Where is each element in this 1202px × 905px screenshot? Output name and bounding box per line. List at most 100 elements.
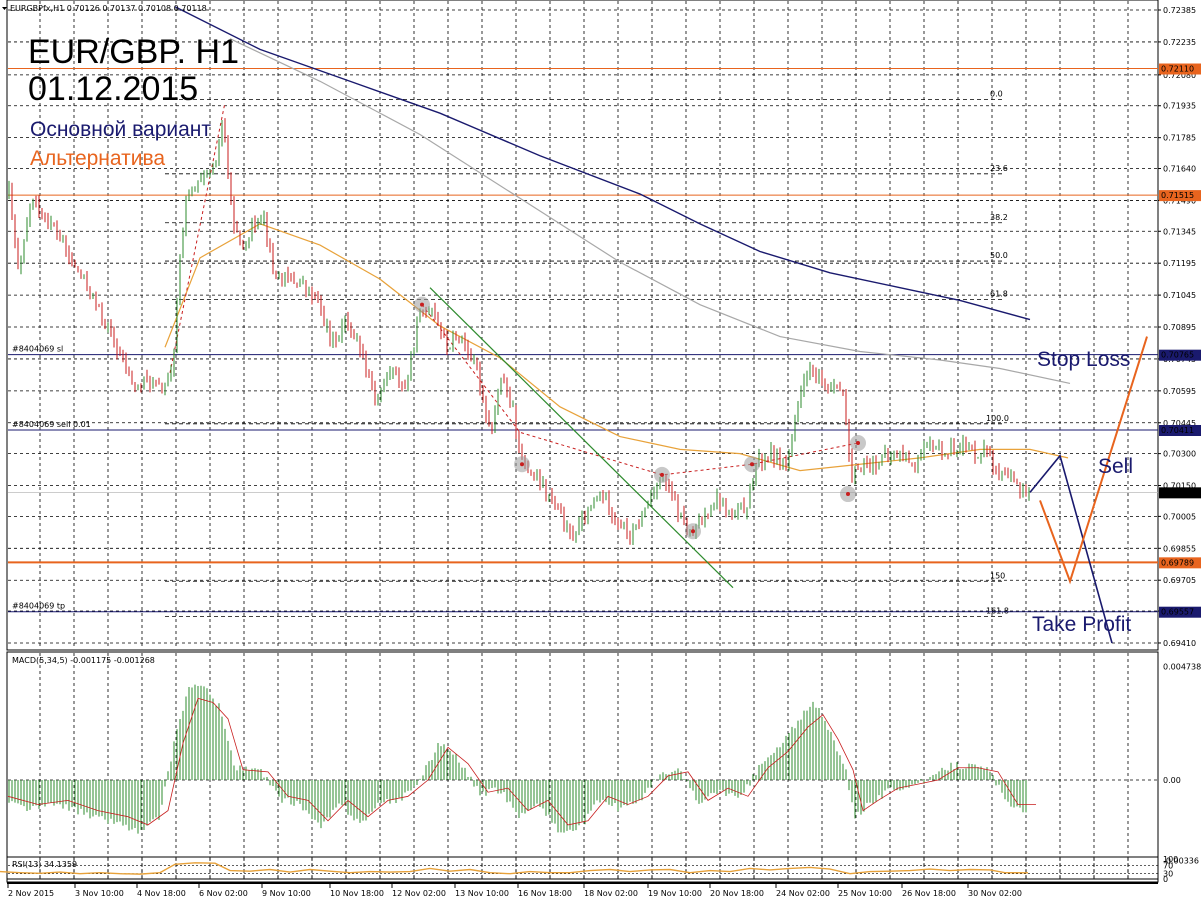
fib-label: 50.0: [990, 251, 1008, 260]
price-tick-label: 0.70445: [1163, 419, 1196, 428]
time-tick-label: 2 Nov 2015: [8, 889, 54, 898]
symbol-header: EURGBPfx,H1 0.70126 0.70137 0.70108 0.70…: [10, 4, 207, 13]
chart-title: EUR/GBP. H1: [28, 33, 239, 71]
order-line-label: #8404069 sell 0.01: [12, 420, 91, 429]
price-tick-label: 0.70150: [1163, 482, 1196, 491]
price-axis: 0.72385 0.72235 0.72080 0.71935 0.71785 0.716…: [1158, 6, 1201, 648]
macd-label: MACD(5,34,5) -0.001175 -0.001268: [12, 656, 155, 665]
rsi-tick-label: 0: [1163, 875, 1168, 884]
price-tick-label: 0.70005: [1163, 512, 1196, 521]
trade-marker-dot: [750, 462, 754, 467]
price-level-tag: [1159, 487, 1201, 499]
candlesticks: [8, 118, 1030, 546]
sell-label: Sell: [1098, 455, 1133, 478]
time-tick-label: 20 Nov 18:00: [710, 889, 764, 898]
time-tick-label: 12 Nov 02:00: [392, 889, 446, 898]
trade-marker-dot: [691, 529, 695, 534]
price-tick-label: 0.72080: [1163, 71, 1196, 80]
trend-red-dashed: [169, 102, 226, 373]
collapse-icon[interactable]: [2, 7, 7, 10]
ma-navy-line: [174, 6, 1031, 321]
price-level-tag: [1159, 425, 1201, 436]
rsi-line: [0, 862, 1029, 875]
time-tick-label: 3 Nov 10:00: [75, 889, 124, 898]
legend-main-scenario: Основной вариант: [30, 118, 211, 141]
forecast-scenarios: [1029, 336, 1148, 644]
price-tick-label: 0.71640: [1163, 165, 1196, 174]
price-tick-label: 0.69855: [1163, 544, 1196, 553]
time-tick-label: 18 Nov 02:00: [584, 889, 638, 898]
price-tick-label: 0.72235: [1163, 38, 1196, 47]
time-tick-label: 26 Nov 18:00: [902, 889, 956, 898]
time-tick-label: 4 Nov 18:00: [137, 889, 186, 898]
alt-scenario-path: [1039, 336, 1148, 585]
price-level-tag-label: 0.72110: [1161, 65, 1194, 74]
time-tick-label: 9 Nov 10:00: [262, 889, 311, 898]
time-tick-label: 6 Nov 02:00: [199, 889, 248, 898]
main-scenario-path: [1029, 454, 1113, 644]
price-tick-label: 0.71345: [1163, 227, 1196, 236]
fib-label: 38.2: [990, 213, 1008, 222]
trend-green: [429, 287, 734, 589]
price-level-tag-label: 0.70118: [1161, 488, 1194, 497]
trendlines: [169, 102, 859, 589]
order-markers: [414, 296, 866, 540]
chart-date: 01.12.2015: [28, 70, 198, 108]
rsi-tick-label: 100: [1163, 855, 1178, 864]
price-tick-label: 0.71935: [1163, 102, 1196, 111]
price-level-tag: [1159, 63, 1201, 75]
macd-tick-label: 0.00: [1163, 776, 1181, 785]
price-level-tag-label: 0.69557: [1161, 608, 1194, 617]
macd-signal-line: [7, 697, 1036, 826]
time-tick-label: 25 Nov 10:00: [838, 889, 892, 898]
macd-histogram: 0.004738 0.00 -0.00336: [7, 662, 1201, 866]
price-level-tag: [1159, 349, 1201, 361]
price-level-tag-label: 0.70411: [1161, 426, 1194, 435]
trade-marker-dot: [420, 302, 424, 307]
trade-marker-dot: [660, 472, 664, 477]
price-tick-label: 0.70895: [1163, 323, 1196, 332]
price-tick-label: 0.70300: [1163, 450, 1196, 459]
time-tick-label: 13 Nov 10:00: [455, 889, 509, 898]
rsi-panel: [6, 856, 1159, 883]
macd-panel: [6, 651, 1159, 880]
stop-loss-label: Stop Loss: [1037, 348, 1130, 371]
time-tick-label: 10 Nov 18:00: [330, 889, 384, 898]
price-level-tag: [1159, 190, 1201, 202]
rsi-tick-label: 30: [1163, 870, 1173, 879]
horizontal-levels: #8404069 sl #8404069 sell 0.01 #8404069 tp: [8, 68, 1158, 613]
price-level-tag-label: 0.71515: [1161, 191, 1194, 200]
price-tick-label: 0.71785: [1163, 134, 1196, 143]
price-level-tag: [1159, 557, 1201, 569]
time-tick-label: 24 Nov 02:00: [776, 889, 830, 898]
price-panel: [6, 0, 1159, 651]
take-profit-label: Take Profit: [1032, 613, 1131, 636]
fib-label: 0.0: [990, 89, 1003, 98]
order-line-label: #8404069 sl: [12, 345, 63, 354]
price-level-tag-label: 0.70765: [1161, 351, 1194, 360]
separator: [7, 882, 1158, 884]
rsi-tick-label: 70: [1163, 861, 1173, 870]
price-level-tag-label: 0.69789: [1161, 558, 1194, 567]
rsi-label: RSI(13) 34.1359: [12, 860, 77, 869]
time-tick-label: 30 Nov 02:00: [968, 889, 1022, 898]
ma-gray-line: [229, 38, 1071, 384]
trade-marker-dot: [846, 492, 850, 497]
ma-orange-line: [164, 223, 1069, 472]
trade-marker-dot: [856, 440, 860, 445]
time-tick-label: 19 Nov 10:00: [648, 889, 702, 898]
fib-label: 100.0: [986, 414, 1009, 423]
fib-label: 150: [990, 571, 1005, 580]
time-axis: 2 Nov 2015 3 Nov 10:00 4 Nov 18:00 6 Nov 02…: [7, 884, 1022, 898]
price-tick-label: 0.71195: [1163, 259, 1196, 268]
order-line-label: #8404069 tp: [12, 602, 65, 611]
fibonacci-levels: 0.0 23.6 38.2 50.0 61.8 100.0 150 161.8: [165, 89, 1009, 617]
price-tick-label: 0.70595: [1163, 387, 1196, 396]
time-tick-label: 16 Nov 18:00: [518, 889, 572, 898]
price-tick-label: 0.69410: [1163, 639, 1196, 648]
fib-label: 23.6: [990, 164, 1008, 173]
price-tick-label: 0.69705: [1163, 576, 1196, 585]
fib-label: 61.8: [990, 289, 1008, 298]
